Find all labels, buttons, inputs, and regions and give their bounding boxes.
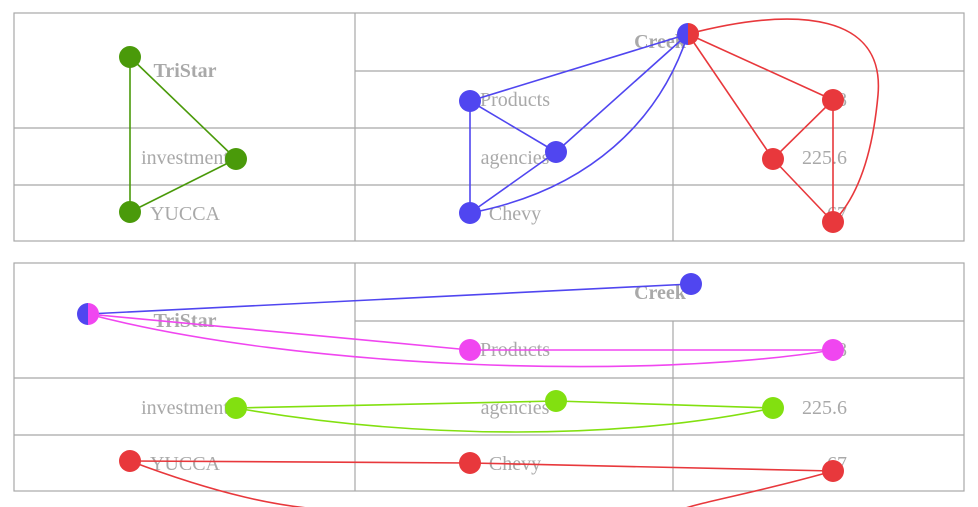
bottom-table-text: TriStar Creek Products 38 investment age… — [141, 282, 847, 475]
top-red-graph — [687, 18, 880, 223]
top-green-edge-3 — [129, 158, 237, 213]
top-red-edge-6 — [687, 18, 880, 223]
top-blue-edge-1 — [469, 33, 689, 102]
bottom-blue-edge-1 — [87, 283, 692, 315]
top-nodes — [119, 23, 844, 233]
top-table — [13, 12, 965, 242]
bottom-red-node-2 — [459, 452, 481, 474]
top-green-graph — [129, 56, 237, 213]
top-blue-node-3 — [459, 202, 481, 224]
top-split-node-blue-red — [677, 23, 699, 45]
top-red-node-1 — [822, 89, 844, 111]
top-header-tristar: TriStar — [154, 60, 217, 82]
top-green-node-2 — [225, 148, 247, 170]
top-blue-edge-6 — [469, 33, 689, 214]
top-cell-chevy: Chevy — [489, 203, 541, 225]
bottom-split-node-blue-magenta — [77, 303, 99, 325]
bottom-lime-node-2 — [545, 390, 567, 412]
bottom-magenta-edge-1 — [87, 313, 471, 351]
top-red-node-3 — [822, 211, 844, 233]
top-blue-edge-4 — [555, 33, 689, 153]
bottom-cell-investment: investment — [141, 397, 229, 419]
top-cell-225-6: 225.6 — [802, 147, 847, 169]
bottom-blue-graph — [87, 283, 692, 315]
bottom-magenta-node-1 — [459, 339, 481, 361]
bottom-cell-yucca: YUCCA — [150, 453, 221, 475]
bottom-table — [13, 262, 965, 492]
bottom-red-node-1 — [119, 450, 141, 472]
bottom-red-edge-4 — [686, 470, 834, 507]
bottom-cell-225-6: 225.6 — [802, 397, 847, 419]
bottom-lime-graph — [235, 400, 774, 433]
top-red-node-2 — [762, 148, 784, 170]
top-green-node-1 — [119, 46, 141, 68]
bottom-nodes — [77, 273, 844, 482]
top-red-edge-1 — [687, 33, 834, 101]
bottom-lime-edge-2 — [555, 400, 774, 409]
top-blue-node-2 — [545, 141, 567, 163]
top-blue-edge-5 — [469, 151, 557, 214]
top-table-border — [13, 12, 965, 242]
bottom-lime-node-1 — [225, 397, 247, 419]
bottom-magenta-graph — [87, 313, 834, 368]
top-red-edge-5 — [772, 158, 834, 223]
bottom-magenta-edge-3 — [87, 313, 834, 368]
top-red-edge-3 — [772, 99, 834, 160]
bottom-header-creek: Creek — [634, 282, 687, 304]
bottom-lime-edge-3 — [235, 407, 774, 433]
top-cell-yucca: YUCCA — [150, 203, 221, 225]
bottom-magenta-node-2 — [822, 339, 844, 361]
top-red-edge-2 — [687, 33, 774, 160]
bottom-table-border — [13, 262, 965, 492]
bottom-red-graph — [129, 460, 834, 507]
bottom-red-edge-1 — [129, 460, 471, 464]
bottom-red-edge-3 — [129, 460, 306, 507]
bottom-header-tristar: TriStar — [154, 310, 217, 332]
bottom-red-node-3 — [822, 460, 844, 482]
bottom-blue-node-1 — [680, 273, 702, 295]
top-cell-investment: investment — [141, 147, 229, 169]
bottom-cell-agencies: agencies — [481, 397, 550, 419]
top-green-edge-2 — [129, 56, 237, 160]
top-blue-edge-3 — [469, 100, 557, 153]
bottom-red-edge-2 — [469, 462, 834, 472]
top-green-node-3 — [119, 201, 141, 223]
top-blue-graph — [469, 33, 689, 214]
top-cell-agencies: agencies — [481, 147, 550, 169]
top-blue-node-1 — [459, 90, 481, 112]
top-cell-products: Products — [480, 89, 550, 111]
bottom-lime-edge-1 — [235, 400, 557, 409]
bottom-lime-node-3 — [762, 397, 784, 419]
